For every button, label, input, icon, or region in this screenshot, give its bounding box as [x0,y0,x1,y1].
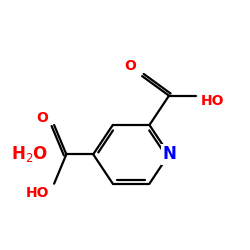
Text: O: O [124,59,136,73]
Text: N: N [162,145,176,163]
Text: O: O [36,111,48,125]
Text: HO: HO [25,186,49,200]
Text: HO: HO [201,94,225,108]
Text: H$_2$O: H$_2$O [11,144,48,164]
